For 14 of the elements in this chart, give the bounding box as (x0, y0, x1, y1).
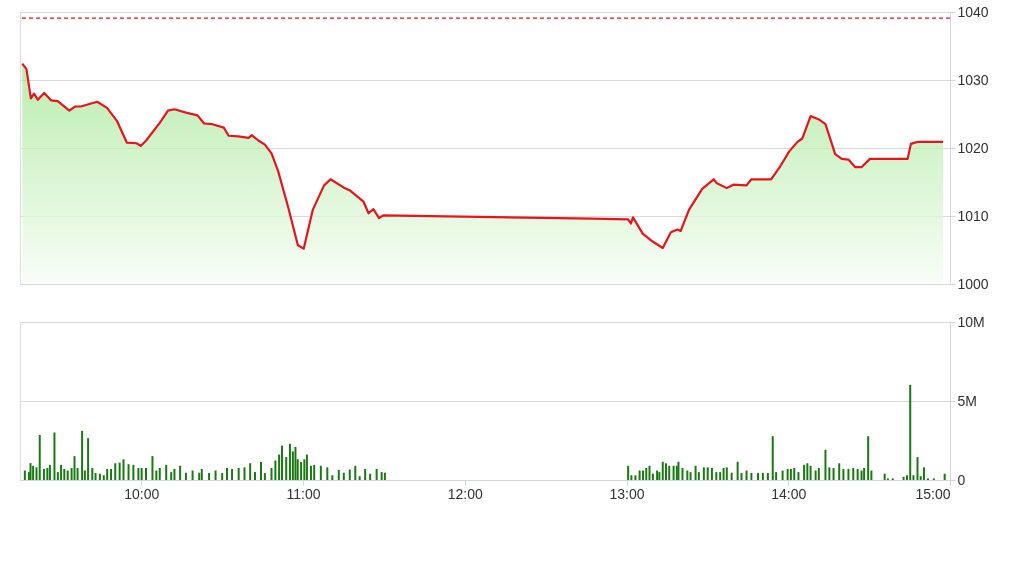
y-tick-label: 1020 (957, 139, 989, 156)
y-tick-label: 1000 (957, 275, 989, 292)
x-tick-label: 15:00 (915, 485, 951, 502)
y-tick-label: 1040 (957, 3, 989, 20)
x-tick-label: 12:00 (447, 485, 484, 502)
x-tick-label: 13:00 (609, 485, 645, 502)
x-tick-label: 10:00 (124, 485, 160, 502)
y-tick-label: 1010 (957, 207, 989, 224)
x-tick-label: 11:00 (286, 485, 321, 502)
x-tick-label: 14:00 (771, 485, 807, 502)
y-tick-label: 1030 (957, 71, 989, 88)
y-tick-label: 0 (957, 471, 966, 488)
y-tick-label: 10M (957, 313, 985, 330)
y-tick-label: 5M (957, 392, 977, 409)
